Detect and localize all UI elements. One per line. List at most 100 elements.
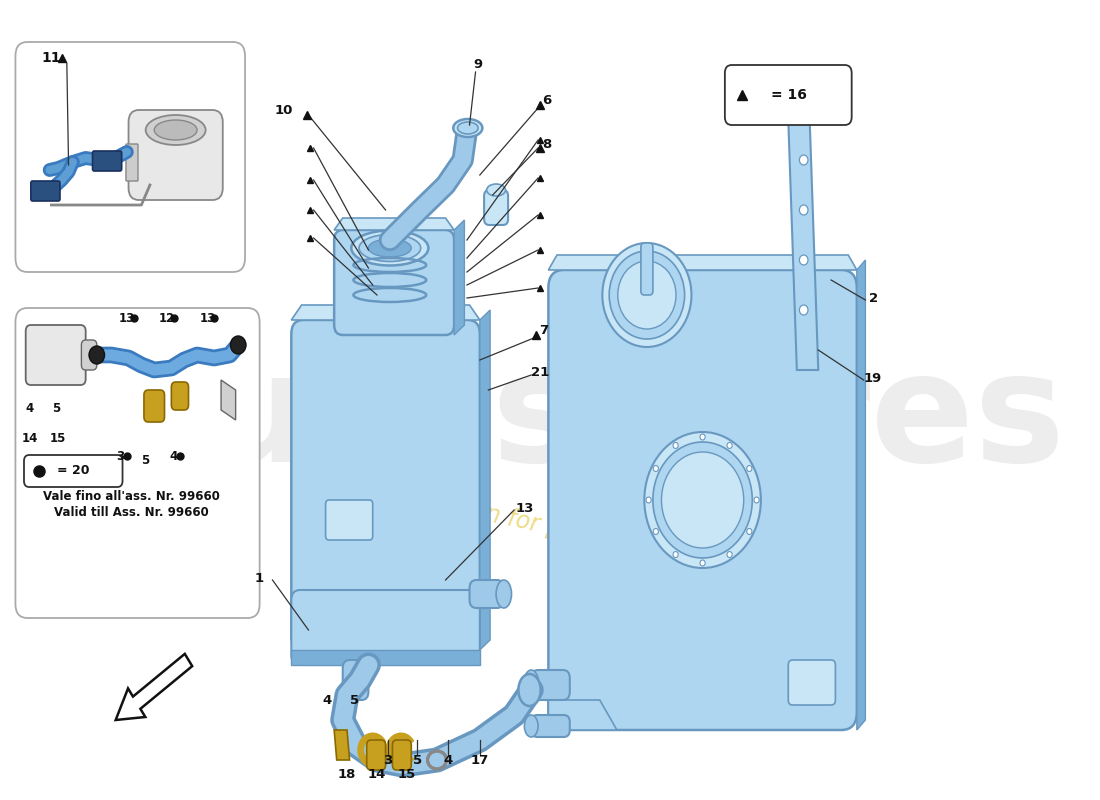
FancyBboxPatch shape <box>15 42 245 272</box>
Circle shape <box>673 551 679 558</box>
Circle shape <box>700 560 705 566</box>
Ellipse shape <box>154 120 197 140</box>
Text: 14: 14 <box>22 431 38 445</box>
Text: 7: 7 <box>539 323 549 337</box>
FancyBboxPatch shape <box>292 590 480 665</box>
Polygon shape <box>789 120 818 370</box>
Text: 3: 3 <box>116 450 124 462</box>
Text: Valid till Ass. Nr. 99660: Valid till Ass. Nr. 99660 <box>54 506 209 519</box>
Text: 14: 14 <box>367 769 386 782</box>
FancyBboxPatch shape <box>92 151 122 171</box>
Text: 11: 11 <box>42 51 62 65</box>
FancyBboxPatch shape <box>24 455 122 487</box>
Circle shape <box>800 155 808 165</box>
Ellipse shape <box>368 239 411 257</box>
Text: 4: 4 <box>169 450 177 462</box>
FancyBboxPatch shape <box>549 270 857 730</box>
FancyBboxPatch shape <box>172 382 188 410</box>
Text: 5: 5 <box>142 454 150 466</box>
FancyBboxPatch shape <box>326 500 373 540</box>
FancyBboxPatch shape <box>126 144 138 181</box>
Circle shape <box>800 205 808 215</box>
FancyBboxPatch shape <box>531 670 570 700</box>
Ellipse shape <box>496 580 512 608</box>
Text: 13: 13 <box>199 311 216 325</box>
FancyBboxPatch shape <box>144 390 165 422</box>
Ellipse shape <box>351 230 428 266</box>
FancyBboxPatch shape <box>334 230 454 335</box>
Text: Vale fino all'ass. Nr. 99660: Vale fino all'ass. Nr. 99660 <box>43 490 220 503</box>
Text: 3: 3 <box>384 754 393 766</box>
Text: eurospares: eurospares <box>100 346 1066 494</box>
FancyBboxPatch shape <box>81 340 97 370</box>
Circle shape <box>653 442 752 558</box>
Ellipse shape <box>145 115 206 145</box>
Circle shape <box>653 466 659 471</box>
Polygon shape <box>549 255 857 270</box>
Text: = 20: = 20 <box>56 465 89 478</box>
Ellipse shape <box>525 715 538 737</box>
Circle shape <box>653 529 659 534</box>
Circle shape <box>618 261 676 329</box>
Polygon shape <box>334 730 350 760</box>
Ellipse shape <box>486 184 506 196</box>
Circle shape <box>754 497 759 503</box>
Polygon shape <box>221 380 235 420</box>
Circle shape <box>747 529 752 534</box>
Text: 4: 4 <box>26 402 34 414</box>
Polygon shape <box>857 260 866 730</box>
Circle shape <box>673 442 679 449</box>
Polygon shape <box>549 700 617 730</box>
Circle shape <box>609 251 684 339</box>
Text: 9: 9 <box>473 58 483 71</box>
Text: 1: 1 <box>255 571 264 585</box>
Text: 5: 5 <box>52 402 59 414</box>
Circle shape <box>747 466 752 471</box>
Circle shape <box>89 346 104 364</box>
Text: 21: 21 <box>530 366 549 378</box>
Circle shape <box>800 255 808 265</box>
FancyBboxPatch shape <box>292 320 480 650</box>
Circle shape <box>231 336 246 354</box>
Text: 13: 13 <box>119 311 135 325</box>
Text: 10: 10 <box>275 103 293 117</box>
FancyBboxPatch shape <box>641 243 653 295</box>
Ellipse shape <box>359 234 420 262</box>
Polygon shape <box>480 310 491 650</box>
FancyBboxPatch shape <box>470 580 504 608</box>
FancyBboxPatch shape <box>531 715 570 737</box>
FancyBboxPatch shape <box>15 308 260 618</box>
Text: 8: 8 <box>542 138 551 151</box>
Circle shape <box>646 497 651 503</box>
Text: 6: 6 <box>542 94 551 106</box>
FancyBboxPatch shape <box>129 110 223 200</box>
Text: 12: 12 <box>160 311 175 325</box>
Text: 15: 15 <box>398 769 416 782</box>
Circle shape <box>603 243 692 347</box>
Polygon shape <box>292 305 480 320</box>
Text: 18: 18 <box>338 769 356 782</box>
FancyBboxPatch shape <box>484 190 508 225</box>
FancyBboxPatch shape <box>25 325 86 385</box>
FancyBboxPatch shape <box>393 740 411 770</box>
Ellipse shape <box>458 122 478 134</box>
Polygon shape <box>334 218 454 230</box>
Ellipse shape <box>518 674 541 706</box>
Circle shape <box>800 305 808 315</box>
Polygon shape <box>292 650 480 665</box>
FancyBboxPatch shape <box>343 660 368 700</box>
Text: 5: 5 <box>350 694 360 706</box>
Text: 4: 4 <box>322 694 332 706</box>
Text: 5: 5 <box>412 754 421 766</box>
Ellipse shape <box>453 119 483 137</box>
FancyBboxPatch shape <box>366 740 386 770</box>
Polygon shape <box>454 220 464 335</box>
FancyArrow shape <box>116 654 192 720</box>
Text: 2: 2 <box>869 291 879 305</box>
Text: 4: 4 <box>443 754 453 766</box>
Text: 13: 13 <box>515 502 534 514</box>
Text: 15: 15 <box>51 431 66 445</box>
FancyBboxPatch shape <box>31 181 60 201</box>
Circle shape <box>700 434 705 440</box>
Circle shape <box>645 432 761 568</box>
